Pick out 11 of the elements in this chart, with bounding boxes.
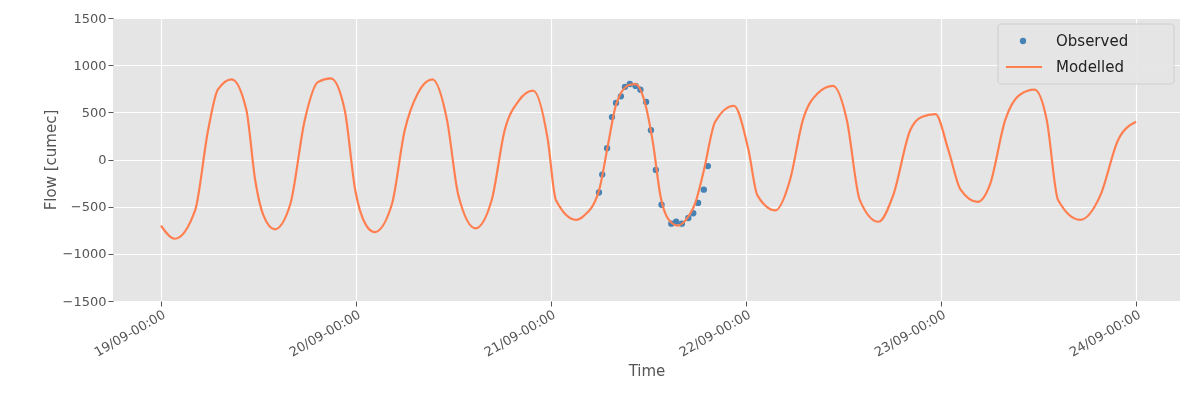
legend-label: Modelled xyxy=(1056,58,1124,76)
y-tick-label: 500 xyxy=(81,104,107,120)
y-axis-title: Flow [cumec] xyxy=(41,109,60,211)
y-tick-label: 0 xyxy=(98,152,107,167)
y-tick-label: 1000 xyxy=(73,57,107,73)
y-tick-label: −1000 xyxy=(62,246,107,262)
x-axis-title: Time xyxy=(627,361,666,380)
y-tick-label: −1500 xyxy=(62,293,107,309)
legend-label: Observed xyxy=(1056,32,1129,50)
y-tick-label: 1500 xyxy=(73,10,107,26)
y-tick-label: −500 xyxy=(70,199,107,215)
